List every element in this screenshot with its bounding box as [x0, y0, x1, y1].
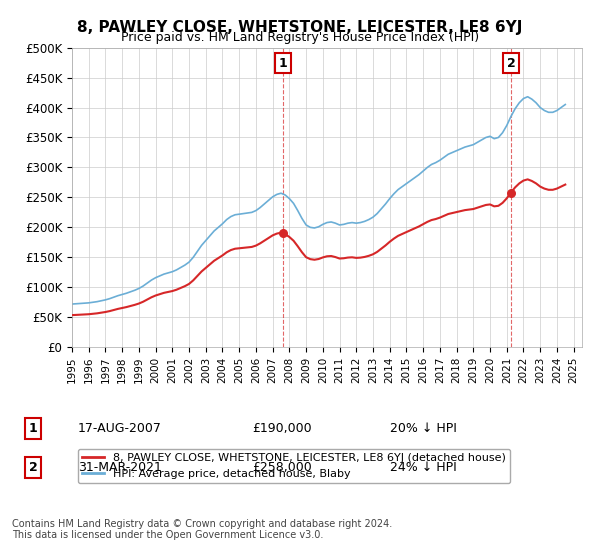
- Point: [278, 229, 288, 238]
- Text: 2: 2: [506, 57, 515, 69]
- Text: 24% ↓ HPI: 24% ↓ HPI: [390, 461, 457, 474]
- Text: £190,000: £190,000: [252, 422, 311, 435]
- Text: 20% ↓ HPI: 20% ↓ HPI: [390, 422, 457, 435]
- Point: [506, 188, 516, 197]
- Text: 17-AUG-2007: 17-AUG-2007: [78, 422, 162, 435]
- Text: 1: 1: [279, 57, 287, 69]
- Text: 8, PAWLEY CLOSE, WHETSTONE, LEICESTER, LE8 6YJ: 8, PAWLEY CLOSE, WHETSTONE, LEICESTER, L…: [77, 20, 523, 35]
- Text: 31-MAR-2021: 31-MAR-2021: [78, 461, 162, 474]
- Legend: 8, PAWLEY CLOSE, WHETSTONE, LEICESTER, LE8 6YJ (detached house), HPI: Average pr: 8, PAWLEY CLOSE, WHETSTONE, LEICESTER, L…: [77, 449, 511, 483]
- Text: Price paid vs. HM Land Registry's House Price Index (HPI): Price paid vs. HM Land Registry's House …: [121, 31, 479, 44]
- Text: This data is licensed under the Open Government Licence v3.0.: This data is licensed under the Open Gov…: [12, 530, 323, 540]
- Text: Contains HM Land Registry data © Crown copyright and database right 2024.: Contains HM Land Registry data © Crown c…: [12, 519, 392, 529]
- Text: 2: 2: [29, 461, 37, 474]
- Text: £258,000: £258,000: [252, 461, 312, 474]
- Text: 1: 1: [29, 422, 37, 435]
